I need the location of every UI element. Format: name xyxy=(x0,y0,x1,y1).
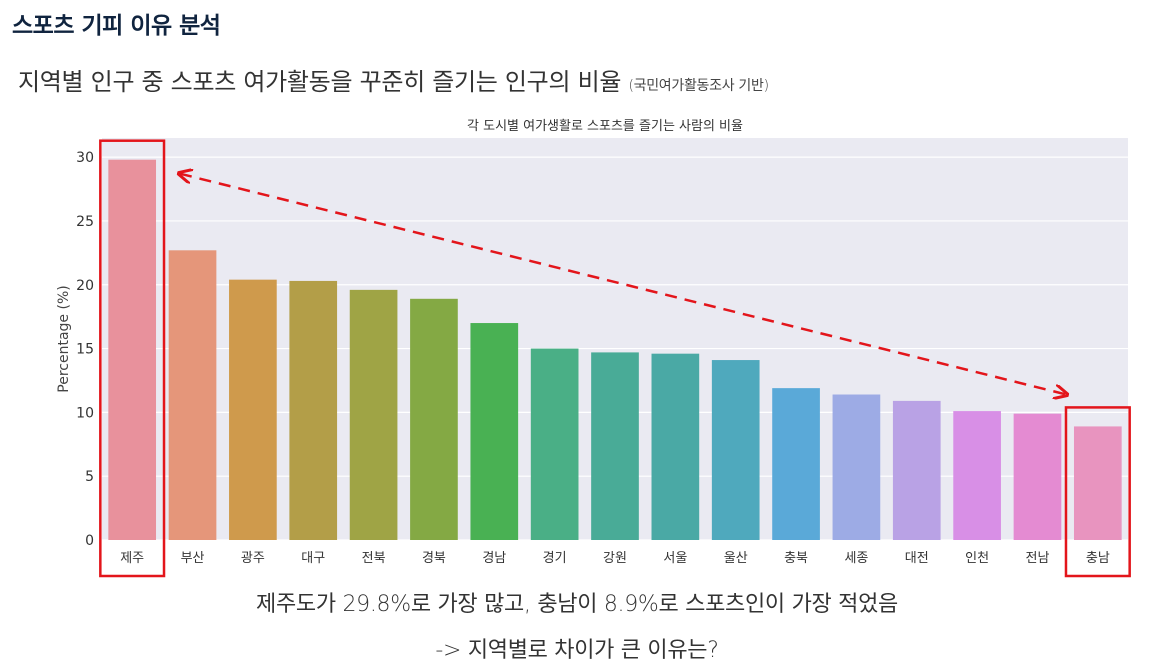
x-tick-label: 경기 xyxy=(543,551,567,566)
x-tick-label: 인천 xyxy=(965,551,989,566)
y-axis-label: Percentage (%) xyxy=(56,285,72,392)
y-tick-label: 5 xyxy=(85,469,94,485)
x-tick-label: 충북 xyxy=(784,551,808,566)
bar-대구 xyxy=(289,280,338,540)
x-tick-label: 제주 xyxy=(120,551,144,566)
x-tick-label: 서울 xyxy=(663,551,687,566)
bar-전남 xyxy=(1013,413,1062,540)
bar-경북 xyxy=(410,298,458,540)
x-tick-label: 부산 xyxy=(181,551,205,566)
x-tick-label: 대구 xyxy=(301,551,325,566)
x-tick-label: 전북 xyxy=(362,551,386,566)
page-subtitle: 지역별 인구 중 스포츠 여가활동을 꾸준히 즐기는 인구의 비율 (국민여가활… xyxy=(18,62,769,97)
bar-인천 xyxy=(953,411,1001,540)
y-tick-label: 25 xyxy=(76,214,94,230)
x-tick-label: 강원 xyxy=(603,551,627,566)
bar-충남 xyxy=(1073,426,1122,540)
bar-충북 xyxy=(772,388,820,540)
y-tick-label: 30 xyxy=(76,150,94,166)
chart-title: 각 도시별 여가생활로 스포츠를 즐기는 사람의 비율 xyxy=(467,119,743,134)
bar-대전 xyxy=(892,400,941,540)
bar-전북 xyxy=(349,289,398,540)
x-tick-label: 전남 xyxy=(1026,551,1050,566)
bar-강원 xyxy=(591,352,639,540)
highlight-box-제주 xyxy=(99,139,166,578)
y-tick-label: 10 xyxy=(76,405,94,421)
x-tick-label: 세종 xyxy=(844,551,868,566)
chart-svg: 0 5 10 15 20 25 30 Percentage (%) 각 도시별 여가생활로 스포… xyxy=(56,119,1131,578)
y-tick-label: 20 xyxy=(76,278,94,294)
subtitle-note: (국민여가활동조사 기반) xyxy=(628,78,769,94)
conclusion-line-2: -> 지역별로 차이가 큰 이유는? xyxy=(435,638,719,663)
comparison-arrow xyxy=(180,174,1066,395)
bar-chart: 0 5 10 15 20 25 30 Percentage (%) 각 도시별 여가생활로 스포… xyxy=(0,108,1154,578)
bar-경남 xyxy=(470,323,519,540)
x-tick-label: 광주 xyxy=(241,551,265,566)
x-tick-label: 경북 xyxy=(422,551,446,566)
x-tick-label: 경남 xyxy=(482,551,506,566)
highlight-box-충남 xyxy=(1064,406,1131,578)
bar-부산 xyxy=(168,250,217,541)
bar-광주 xyxy=(229,279,277,540)
bar-제주 xyxy=(108,159,157,540)
y-tick-label: 0 xyxy=(85,533,94,549)
subtitle-text: 지역별 인구 중 스포츠 여가활동을 꾸준히 즐기는 인구의 비율 xyxy=(18,68,622,96)
y-tick-label: 15 xyxy=(76,342,94,358)
bar-울산 xyxy=(711,360,760,540)
x-tick-label: 울산 xyxy=(724,551,748,566)
x-tick-label: 대전 xyxy=(905,551,929,566)
bar-세종 xyxy=(832,394,881,540)
page-title: 스포츠 기피 이유 분석 xyxy=(12,13,221,39)
conclusion-line-1: 제주도가 29.8%로 가장 많고, 충남이 8.9%로 스포츠인이 가장 적었… xyxy=(256,592,898,617)
x-tick-label: 충남 xyxy=(1086,551,1110,566)
bar-경기 xyxy=(530,348,579,540)
bar-서울 xyxy=(651,353,700,540)
